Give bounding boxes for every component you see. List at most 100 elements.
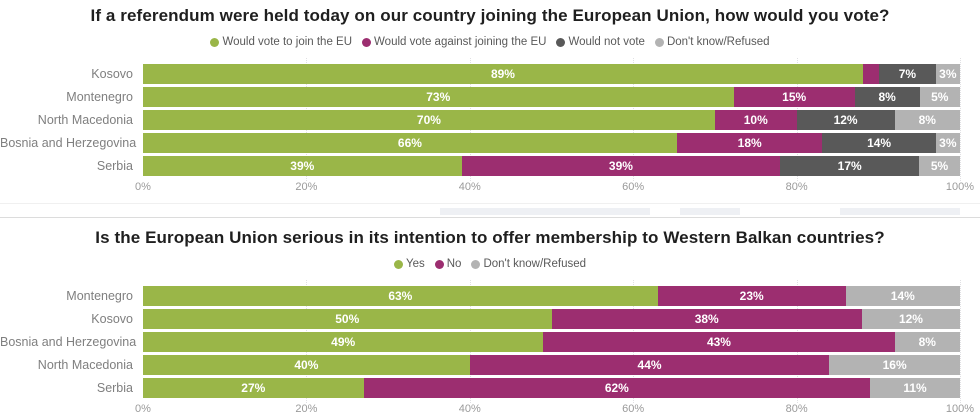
bar-segment: 73%: [143, 86, 734, 107]
legend-item: Would vote against joining the EU: [362, 36, 546, 48]
bar-value-label: 3%: [939, 66, 957, 81]
legend-item: Don't know/Refused: [471, 258, 586, 270]
bar-value-label: 38%: [694, 311, 719, 326]
bar-value-label: 89%: [490, 66, 515, 81]
bar-value-label: 70%: [416, 112, 441, 127]
bar-segment: 38%: [551, 308, 862, 329]
bar-row: Bosnia and Herzegovina 49% 43% 8%: [0, 330, 980, 353]
bar-row: North Macedonia 70% 10% 12% 8%: [0, 108, 980, 131]
category-label: Bosnia and Herzegovina: [0, 334, 137, 349]
bar-track: 66% 18% 14% 3%: [143, 132, 960, 153]
bar-value-label: 12%: [898, 311, 923, 326]
bar-segment: 5%: [919, 86, 960, 107]
bar-row: North Macedonia 40% 44% 16%: [0, 353, 980, 376]
bar-segment: 12%: [861, 308, 960, 329]
category-label: North Macedonia: [37, 357, 133, 372]
divider-fragment: [840, 208, 960, 215]
bar-row: Kosovo 89% 7% 3%: [0, 62, 980, 85]
bar-segment: 43%: [543, 331, 895, 352]
bar-value-label: 10%: [743, 112, 768, 127]
bar-segment: 16%: [829, 354, 960, 375]
bar-segment: 49%: [143, 331, 544, 352]
divider-fragment: [680, 208, 740, 215]
bar-value-label: 15%: [782, 89, 807, 104]
bar-value-label: 40%: [294, 357, 319, 372]
chart-legend: Would vote to join the EU Would vote agai…: [0, 34, 980, 50]
bar-segment: 12%: [796, 109, 895, 130]
bar-value-label: 14%: [890, 288, 915, 303]
category-label: North Macedonia: [37, 112, 133, 127]
bar-value-label: 11%: [903, 380, 927, 395]
bar-value-label: 73%: [426, 89, 451, 104]
bar-value-label: 39%: [290, 158, 315, 173]
chart-x-axis: 0% 20% 40% 60% 80% 100%: [135, 403, 974, 419]
bar-segment: 39%: [461, 155, 781, 176]
bar-value-label: 3%: [939, 135, 957, 150]
legend-swatch-icon: [434, 259, 444, 269]
legend-item-label: Would vote against joining the EU: [374, 36, 547, 48]
x-axis-tick: 60%: [622, 181, 645, 193]
bar-row: Montenegro 73% 15% 8% 5%: [0, 85, 980, 108]
category-label: Serbia: [96, 380, 133, 395]
bar-value-label: 43%: [706, 334, 731, 349]
bar-track: 40% 44% 16%: [143, 354, 960, 375]
bar-segment: 18%: [676, 132, 823, 153]
chart-x-axis: 0% 20% 40% 60% 80% 100%: [135, 181, 974, 197]
legend-item-label: Yes: [405, 258, 425, 270]
chart-plot: Montenegro 63% 23% 14% Kosovo 50% 38% 12% Bosnia…: [0, 280, 980, 403]
bar-segment: 10%: [714, 109, 797, 130]
x-axis-tick: 60%: [622, 403, 645, 415]
bar-track: 50% 38% 12%: [143, 308, 960, 329]
gridline: [960, 58, 961, 181]
bar-segment: 14%: [845, 285, 960, 306]
bar-segment: 44%: [469, 354, 830, 375]
bar-segment: 23%: [657, 285, 846, 306]
legend-swatch-icon: [393, 259, 403, 269]
bar-value-label: 49%: [331, 334, 356, 349]
bar-value-label: 5%: [931, 89, 949, 104]
legend-item-label: Don't know/Refused: [666, 36, 770, 48]
category-label: Kosovo: [91, 311, 133, 326]
legend-swatch-icon: [471, 259, 481, 269]
bar-value-label: 17%: [837, 158, 862, 173]
bar-value-label: 50%: [335, 311, 360, 326]
legend-item-label: Would vote to join the EU: [222, 36, 353, 48]
section-divider: [0, 203, 980, 218]
bar-value-label: 8%: [878, 89, 896, 104]
bar-segment: 50%: [143, 308, 552, 329]
bar-row: Montenegro 63% 23% 14%: [0, 284, 980, 307]
x-axis-tick: 0%: [135, 403, 151, 415]
bar-track: 73% 15% 8% 5%: [143, 86, 960, 107]
bar-value-label: 12%: [833, 112, 858, 127]
legend-swatch-icon: [654, 37, 664, 47]
bar-segment: 39%: [143, 155, 462, 176]
bar-segment: 62%: [363, 377, 871, 398]
legend-item-label: Don't know/Refused: [483, 258, 587, 270]
bar-segment: 5%: [919, 155, 960, 176]
bar-segment: [862, 63, 880, 84]
category-label: Bosnia and Herzegovina: [0, 135, 137, 150]
bar-value-label: 63%: [388, 288, 413, 303]
bar-value-label: 23%: [739, 288, 764, 303]
bar-segment: 14%: [822, 132, 936, 153]
bar-segment: 8%: [894, 109, 960, 130]
bar-row: Kosovo 50% 38% 12%: [0, 307, 980, 330]
bar-value-label: 16%: [882, 357, 907, 372]
chart-title: Is the European Union serious in its int…: [95, 228, 885, 247]
bar-segment: 3%: [935, 132, 960, 153]
legend-swatch-icon: [556, 37, 566, 47]
bar-segment: 17%: [780, 155, 920, 176]
x-axis-tick: 20%: [295, 181, 318, 193]
bar-value-label: 8%: [918, 334, 936, 349]
bar-segment: 15%: [733, 86, 855, 107]
x-axis-tick: 80%: [785, 403, 808, 415]
category-label: Montenegro: [66, 89, 133, 104]
bar-value-label: 7%: [898, 66, 917, 81]
chart-legend: Yes No Don't know/Refused: [0, 256, 980, 272]
x-axis-tick: 40%: [458, 403, 481, 415]
bar-value-label: 66%: [397, 135, 422, 150]
category-label: Kosovo: [91, 66, 133, 81]
category-label: Montenegro: [66, 288, 133, 303]
bar-value-label: 62%: [604, 380, 629, 395]
x-axis-tick: 40%: [458, 181, 481, 193]
